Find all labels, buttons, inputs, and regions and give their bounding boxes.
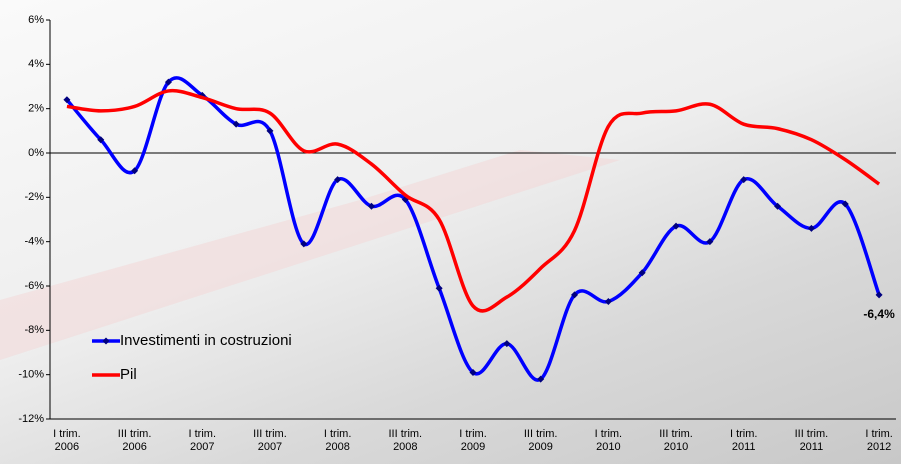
legend-label: Investimenti in costruzioni — [120, 332, 292, 349]
point-marker — [604, 298, 612, 306]
point-marker — [503, 340, 511, 348]
x-tick-label: I trim. 2012 — [865, 428, 893, 453]
series-line — [66, 88, 881, 313]
x-tick-label: I trim. 2007 — [188, 428, 217, 453]
y-tick-label: 2% — [28, 103, 44, 115]
point-marker — [232, 120, 240, 128]
point-marker — [638, 269, 646, 277]
point-marker — [266, 127, 274, 135]
point-marker — [774, 202, 782, 210]
point-marker — [469, 368, 477, 376]
y-tick-label: -2% — [24, 191, 44, 203]
point-marker — [841, 200, 849, 208]
point-marker — [334, 176, 342, 184]
point-marker — [435, 284, 443, 292]
point-marker — [875, 291, 883, 299]
x-tick-label: III trim. 2006 — [117, 428, 152, 453]
y-tick-label: -6% — [24, 280, 44, 292]
x-tick-label: I trim. 2008 — [323, 428, 352, 453]
point-marker — [367, 202, 375, 210]
point-marker — [63, 96, 71, 104]
point-marker — [300, 240, 308, 248]
point-marker — [807, 224, 815, 232]
x-tick-label: III trim. 2007 — [253, 428, 287, 453]
y-tick-label: 6% — [28, 14, 44, 26]
point-marker — [537, 375, 545, 383]
x-tick-label: III trim. 2009 — [523, 428, 558, 453]
point-marker — [672, 222, 680, 230]
x-tick-label: III trim. 2010 — [659, 428, 693, 453]
data-label: -6,4% — [863, 307, 895, 321]
legend-marker — [102, 337, 110, 345]
x-tick-label: III trim. 2011 — [794, 428, 829, 453]
point-marker — [706, 238, 714, 246]
background-shape — [0, 150, 620, 360]
point-marker — [571, 291, 579, 299]
x-tick-label: I trim. 2009 — [459, 428, 487, 453]
y-tick-label: 4% — [28, 58, 44, 70]
y-tick-label: -8% — [24, 324, 44, 336]
point-marker — [97, 136, 105, 144]
y-tick-label: -4% — [24, 236, 44, 248]
y-tick-label: -10% — [18, 369, 44, 381]
y-tick-label: 0% — [28, 147, 44, 159]
x-tick-label: I trim. 2011 — [729, 428, 758, 453]
point-marker — [131, 167, 139, 175]
x-tick-label: I trim. 2006 — [53, 428, 81, 453]
y-tick-label: -12% — [18, 413, 44, 425]
legend-label: Pil — [120, 366, 137, 383]
x-tick-label: I trim. 2010 — [594, 428, 623, 453]
point-marker — [740, 176, 748, 184]
x-tick-label: III trim. 2008 — [388, 428, 423, 453]
point-marker — [164, 78, 172, 86]
